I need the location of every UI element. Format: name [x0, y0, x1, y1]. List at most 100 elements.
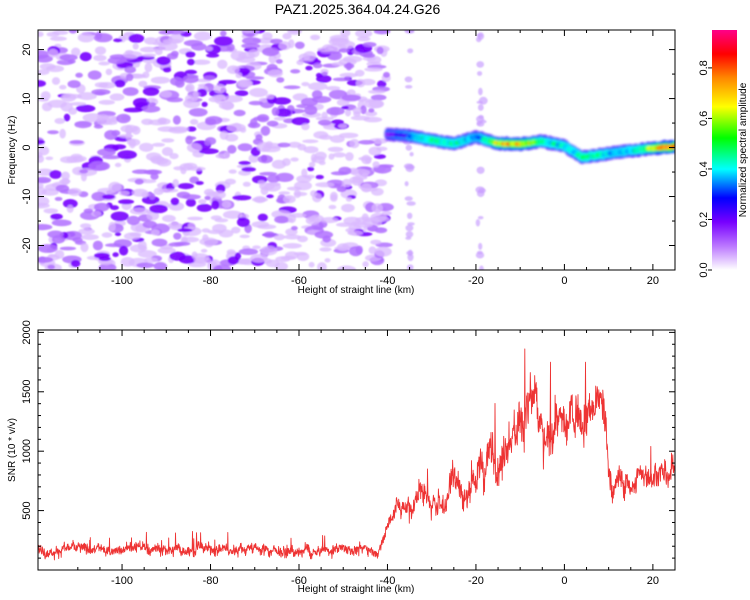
noise-blob	[301, 123, 310, 131]
noise-blob	[228, 169, 237, 174]
noise-blob	[290, 157, 299, 162]
noise-blob	[201, 101, 208, 107]
noise-blob	[120, 124, 139, 133]
noise-blob	[330, 191, 338, 201]
noise-blob	[120, 257, 135, 267]
noise-blob	[38, 224, 53, 231]
noise-blob	[368, 146, 382, 156]
noise-blob	[168, 242, 185, 247]
noise-blob	[341, 105, 349, 110]
noise-blob	[146, 97, 156, 103]
noise-blob	[169, 126, 190, 132]
noise-blob	[318, 160, 326, 166]
noise-blob	[151, 157, 169, 165]
noise-blob	[55, 184, 70, 193]
noise-blob	[59, 84, 67, 90]
noise-blob	[128, 138, 136, 149]
noise-blob	[475, 219, 481, 227]
snr-background	[38, 330, 675, 570]
noise-blob	[362, 42, 377, 48]
noise-blob	[129, 207, 149, 215]
noise-blob	[311, 96, 332, 103]
noise-blob	[201, 228, 211, 233]
noise-blob	[352, 107, 362, 115]
spectrogram-y-tick-label: 20	[21, 43, 33, 55]
noise-blob	[149, 204, 168, 214]
noise-blob	[336, 222, 353, 227]
snr-x-tick-label: -20	[468, 575, 484, 587]
noise-blob	[141, 195, 160, 205]
noise-blob	[109, 93, 125, 101]
noise-blob	[188, 108, 208, 117]
noise-blob	[407, 212, 413, 219]
noise-blob	[189, 119, 199, 125]
noise-blob	[47, 48, 59, 58]
noise-blob	[336, 186, 347, 193]
noise-blob	[376, 46, 384, 55]
colorbar-label: Normalized spectral amplitude	[738, 82, 749, 217]
noise-blob	[38, 80, 46, 87]
noise-blob	[227, 43, 235, 52]
snr-x-tick-label: 0	[561, 575, 567, 587]
noise-blob	[101, 232, 113, 238]
noise-blob	[256, 37, 275, 44]
noise-blob	[142, 87, 160, 96]
noise-blob	[345, 152, 354, 161]
noise-blob	[118, 190, 130, 196]
noise-blob	[355, 30, 373, 38]
noise-blob	[324, 258, 331, 263]
noise-blob	[47, 130, 59, 135]
noise-blob	[370, 239, 382, 245]
noise-blob	[78, 228, 95, 235]
snr-x-tick-label: -100	[111, 575, 133, 587]
noise-blob	[139, 46, 158, 53]
noise-blob	[476, 36, 482, 43]
noise-blob	[336, 265, 357, 270]
noise-blob	[49, 36, 67, 41]
noise-blob	[347, 230, 364, 236]
noise-blob	[143, 169, 162, 175]
noise-blob	[128, 33, 145, 43]
noise-blob	[203, 75, 216, 81]
snr-panel: -100 -80 -60 -40 -20 0 20 500 1000 1500 2000 Heig…	[7, 320, 676, 595]
noise-blob	[365, 157, 372, 165]
noise-blob	[278, 191, 291, 195]
colorbar-tick-label: 0.4	[698, 161, 710, 176]
noise-blob	[477, 104, 484, 111]
noise-blob	[63, 113, 71, 122]
chart-title: PAZ1.2025.364.04.24.G26	[274, 1, 441, 17]
noise-blob	[192, 91, 199, 99]
noise-blob	[151, 229, 160, 236]
noise-blob	[365, 110, 378, 117]
noise-blob	[339, 72, 358, 78]
noise-blob	[113, 38, 123, 43]
noise-blob	[249, 87, 268, 98]
noise-blob	[67, 80, 81, 89]
noise-blob	[81, 234, 99, 241]
noise-blob	[293, 189, 302, 199]
noise-blob	[275, 59, 283, 64]
noise-blob	[38, 196, 50, 207]
noise-blob	[172, 179, 179, 188]
noise-blob	[362, 53, 376, 58]
noise-blob	[345, 196, 353, 202]
noise-blob	[226, 123, 246, 132]
noise-blob	[97, 148, 116, 157]
noise-blob	[352, 222, 373, 228]
noise-blob	[94, 82, 109, 88]
noise-blob	[237, 143, 253, 152]
noise-blob	[94, 91, 106, 96]
noise-blob	[159, 90, 172, 98]
snr-frame	[37, 329, 676, 571]
noise-blob	[88, 161, 109, 171]
noise-blob	[43, 208, 59, 214]
noise-blob	[213, 264, 232, 270]
noise-blob	[372, 161, 380, 168]
noise-blob	[368, 108, 375, 113]
noise-blob	[61, 171, 70, 181]
noise-blob	[191, 42, 207, 51]
noise-blob	[172, 115, 181, 125]
noise-blob	[38, 69, 50, 75]
noise-blob	[138, 80, 148, 88]
noise-blob	[94, 46, 107, 55]
